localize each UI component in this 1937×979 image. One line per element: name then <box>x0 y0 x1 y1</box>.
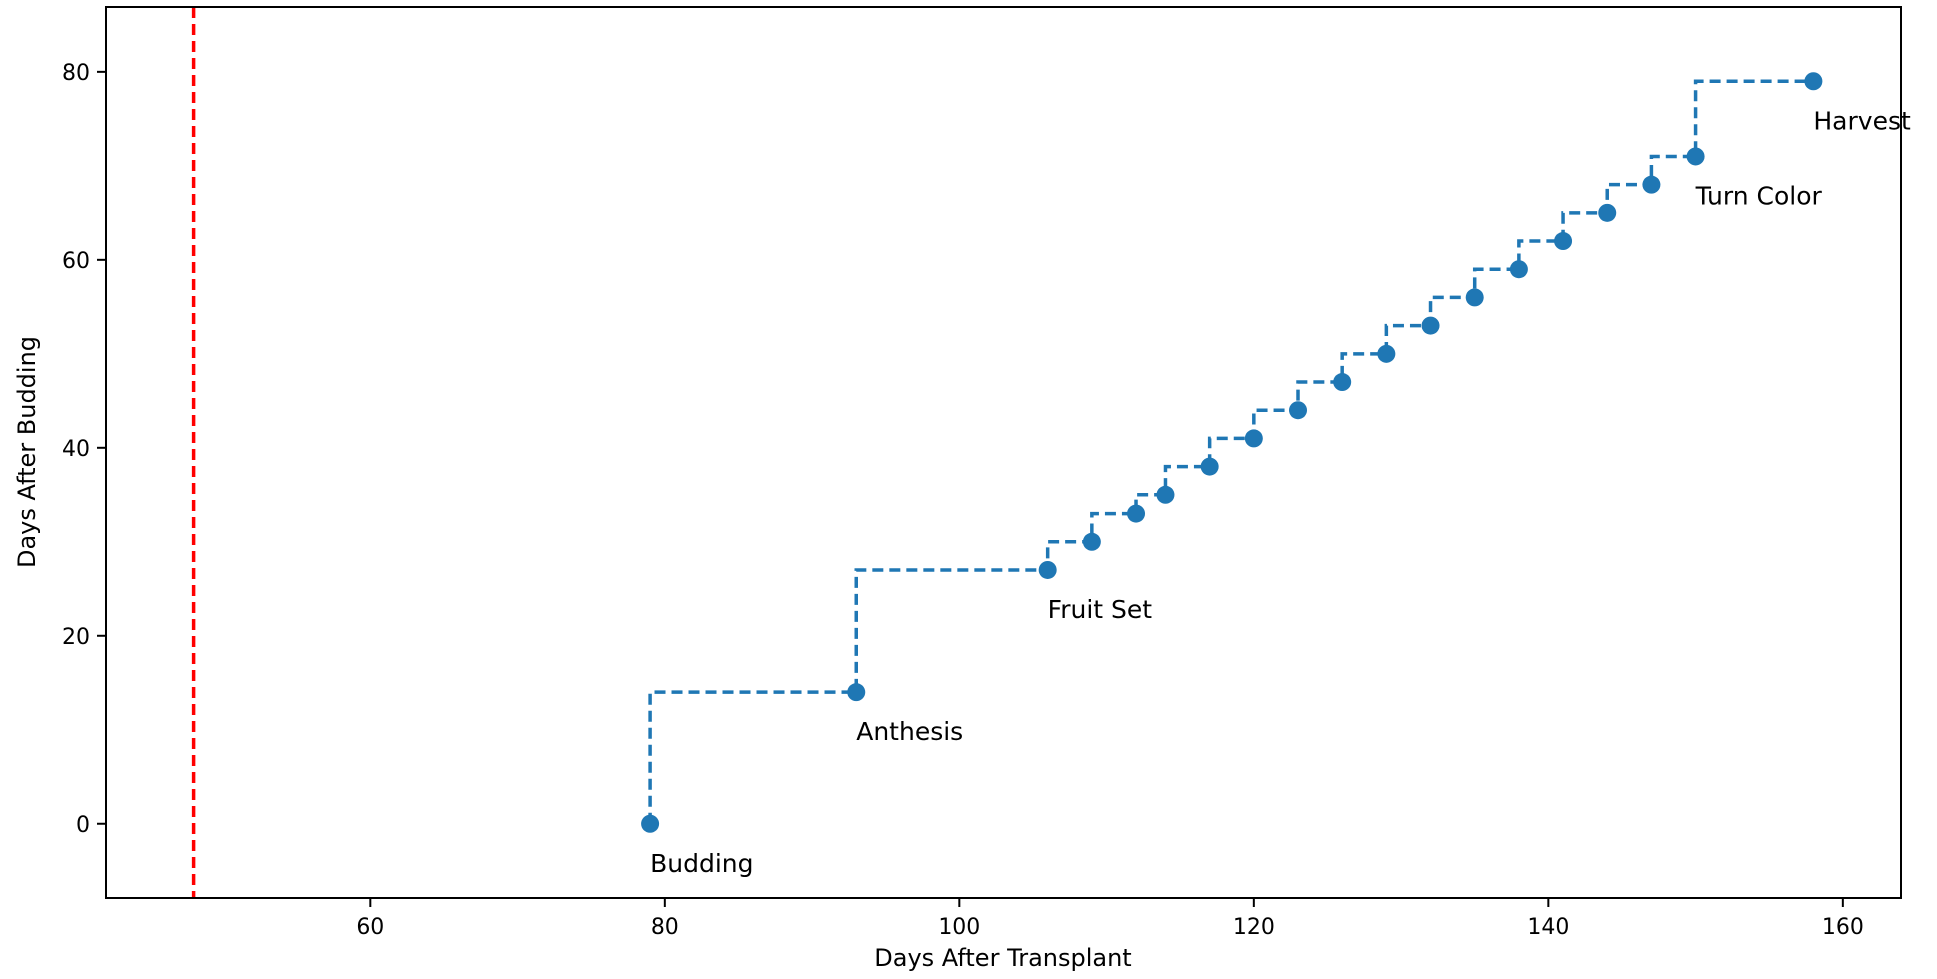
annotation-label: Turn Color <box>1695 181 1823 210</box>
data-point <box>1465 288 1484 307</box>
data-point <box>1377 344 1396 363</box>
plot-frame <box>105 6 1902 899</box>
data-point <box>1038 560 1057 579</box>
data-point <box>1127 504 1146 523</box>
y-tick-label: 60 <box>62 249 90 274</box>
plot-background <box>106 7 1901 898</box>
y-tick-label: 80 <box>62 61 90 86</box>
y-tick-label: 40 <box>62 437 90 462</box>
data-point <box>1804 72 1823 91</box>
x-axis: 60 80 100 120 140 160 <box>356 898 1864 940</box>
data-point <box>1082 532 1101 551</box>
data-point <box>1244 429 1263 448</box>
x-tick-label: 60 <box>356 915 384 940</box>
y-axis: 0 20 40 60 80 <box>62 61 106 838</box>
data-point <box>641 814 660 833</box>
x-tick-label: 80 <box>651 915 679 940</box>
annotation-label: Harvest <box>1813 106 1911 135</box>
data-point <box>1200 457 1219 476</box>
data-point <box>1156 485 1175 504</box>
y-tick-label: 20 <box>62 625 90 650</box>
data-point <box>1642 175 1661 194</box>
data-point <box>1686 147 1705 166</box>
x-tick-label: 120 <box>1233 915 1275 940</box>
annotation-label: Anthesis <box>856 717 963 746</box>
x-axis-label: Days After Transplant <box>874 944 1131 972</box>
data-point <box>847 683 866 702</box>
data-point <box>1598 203 1617 222</box>
data-point <box>1289 401 1308 420</box>
x-tick-label: 100 <box>938 915 980 940</box>
annotation-layer: Budding Anthesis Fruit Set Turn Color Harves… <box>650 106 1911 878</box>
y-tick-label: 0 <box>76 813 90 838</box>
data-point <box>1554 232 1573 251</box>
x-tick-label: 140 <box>1527 915 1569 940</box>
y-axis-label: Days After Budding <box>13 336 41 568</box>
annotation-label: Budding <box>650 849 753 878</box>
marker-layer <box>641 72 1823 833</box>
data-point <box>1333 373 1352 392</box>
x-tick-label: 160 <box>1822 915 1864 940</box>
annotation-label: Fruit Set <box>1048 595 1153 624</box>
data-point <box>1421 316 1440 335</box>
data-point <box>1509 260 1528 279</box>
